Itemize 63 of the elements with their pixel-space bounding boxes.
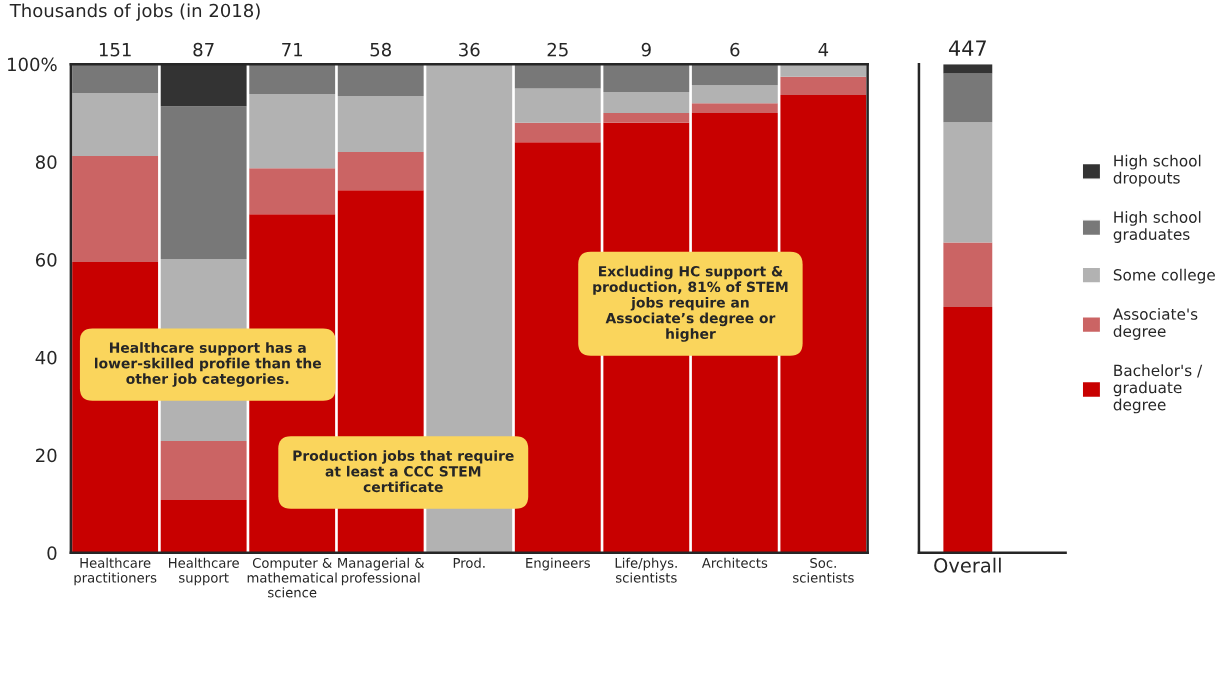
annotation: Production jobs that require at least a CCC STEM certificate (293, 450, 514, 493)
annotation: 36 (459, 42, 480, 57)
bar (249, 168, 336, 215)
x-tick-label: Soc. scientists (793, 557, 854, 583)
legend-label: High school graduates (1113, 211, 1201, 243)
bar (514, 88, 601, 123)
bar (72, 156, 159, 263)
bar (943, 307, 993, 553)
bar (603, 64, 690, 92)
bar (943, 242, 993, 308)
y-tick-label: 100% (8, 57, 57, 72)
y-tick-label: 0 (47, 546, 57, 560)
x-tick-label: Life/phys. scientists (615, 557, 677, 583)
annotation: Excluding HC support & production, 81% of STEM jobs require an Associate’s degree or higher (593, 265, 788, 342)
bar (72, 92, 159, 156)
bar (603, 91, 690, 113)
y-tick-label: 80 (35, 155, 57, 169)
legend-label: Some college (1113, 268, 1215, 284)
legend-label: Associate's degree (1112, 308, 1198, 340)
bar (514, 64, 601, 89)
annotation: 4 (818, 43, 829, 57)
bar (337, 95, 424, 153)
annotation: 71 (282, 43, 303, 57)
bar (780, 64, 867, 77)
annotation: 151 (99, 43, 131, 57)
bar (691, 85, 778, 104)
x-tick-label: Healthcare practitioners (74, 557, 157, 586)
bar (160, 440, 247, 501)
bar (160, 500, 247, 553)
bar (160, 64, 247, 107)
x-tick-label: Overall (934, 557, 1001, 573)
annotation: Healthcare support has a lower-skilled profile than the other job categories. (94, 342, 321, 387)
bar (691, 64, 778, 86)
bar (514, 122, 601, 143)
annotation: 58 (370, 42, 391, 57)
y-tick-label: 60 (35, 253, 57, 267)
bar (249, 93, 336, 169)
legend-label: High school dropouts (1113, 154, 1201, 187)
bar (249, 64, 336, 94)
bar (691, 103, 778, 113)
legend-label: Bachelor's / graduate degree (1113, 364, 1203, 414)
bar (943, 73, 993, 123)
x-tick-label: Engineers (526, 557, 590, 571)
y-tick-label: 20 (36, 448, 57, 463)
x-tick-label: Managerial & professional (338, 557, 425, 586)
bar (72, 64, 159, 93)
x-tick-label: Architects (701, 557, 768, 568)
annotation: 9 (641, 42, 651, 57)
x-tick-label: Prod. (453, 557, 485, 568)
annotation: 25 (547, 42, 568, 57)
annotation: 6 (730, 42, 740, 57)
annotation: 87 (193, 42, 214, 57)
chart-title: Thousands of jobs (in 2018) (9, 3, 260, 21)
bar (337, 152, 424, 191)
x-tick-label: Computer & mathematical science (247, 557, 337, 598)
bar (943, 122, 993, 243)
bar (337, 64, 424, 96)
annotation: 447 (948, 40, 986, 56)
bar (780, 76, 867, 95)
x-tick-label: Healthcare support (169, 557, 239, 586)
y-tick-label: 40 (35, 350, 57, 365)
bar (603, 113, 690, 123)
bar (160, 106, 247, 260)
